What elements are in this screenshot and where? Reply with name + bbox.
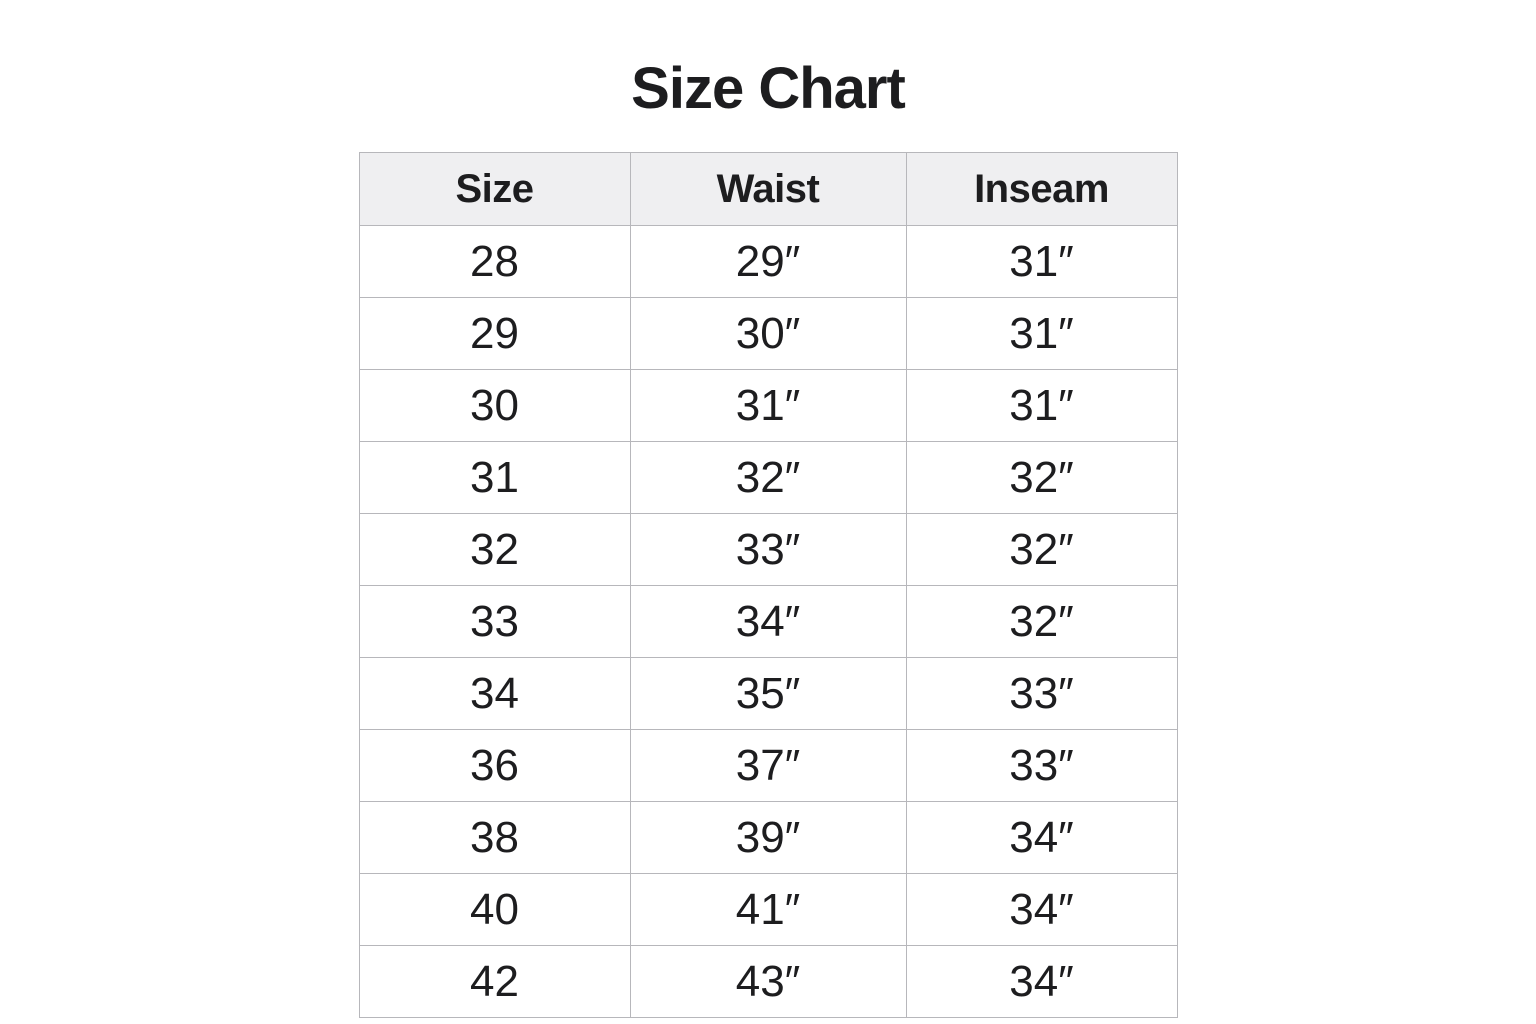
table-cell-inseam: 31″ bbox=[905, 369, 1178, 442]
table-cell-waist: 31″ bbox=[629, 369, 907, 442]
table-cell-waist: 29″ bbox=[629, 225, 907, 298]
table-row: 30 31″ 31″ bbox=[358, 369, 1178, 442]
size-table: Size Waist Inseam 28 29″ 31″ 29 30″ 31″ 30 31″ 3… bbox=[358, 152, 1178, 1018]
column-header-inseam: Inseam bbox=[905, 152, 1178, 226]
table-cell-size: 36 bbox=[358, 729, 631, 802]
table-row: 32 33″ 32″ bbox=[358, 513, 1178, 586]
table-row: 38 39″ 34″ bbox=[358, 801, 1178, 874]
table-cell-waist: 43″ bbox=[629, 945, 907, 1018]
table-row: 31 32″ 32″ bbox=[358, 441, 1178, 514]
table-cell-inseam: 34″ bbox=[905, 801, 1178, 874]
table-cell-size: 42 bbox=[358, 945, 631, 1018]
table-row: 36 37″ 33″ bbox=[358, 729, 1178, 802]
size-table-header: Size Waist Inseam bbox=[358, 152, 1178, 226]
table-row: 40 41″ 34″ bbox=[358, 873, 1178, 946]
table-cell-waist: 33″ bbox=[629, 513, 907, 586]
table-cell-inseam: 33″ bbox=[905, 729, 1178, 802]
table-row: 33 34″ 32″ bbox=[358, 585, 1178, 658]
table-cell-size: 28 bbox=[358, 225, 631, 298]
table-cell-size: 38 bbox=[358, 801, 631, 874]
table-cell-waist: 39″ bbox=[629, 801, 907, 874]
table-cell-inseam: 32″ bbox=[905, 585, 1178, 658]
table-cell-size: 34 bbox=[358, 657, 631, 730]
table-cell-inseam: 31″ bbox=[905, 297, 1178, 370]
table-cell-size: 40 bbox=[358, 873, 631, 946]
table-cell-size: 32 bbox=[358, 513, 631, 586]
table-row: 28 29″ 31″ bbox=[358, 225, 1178, 298]
table-cell-inseam: 31″ bbox=[905, 225, 1178, 298]
table-row: 42 43″ 34″ bbox=[358, 945, 1178, 1018]
table-cell-waist: 35″ bbox=[629, 657, 907, 730]
table-cell-size: 33 bbox=[358, 585, 631, 658]
table-cell-size: 29 bbox=[358, 297, 631, 370]
table-cell-inseam: 32″ bbox=[905, 513, 1178, 586]
table-cell-waist: 37″ bbox=[629, 729, 907, 802]
table-cell-waist: 32″ bbox=[629, 441, 907, 514]
size-table-body: 28 29″ 31″ 29 30″ 31″ 30 31″ 31″ 31 32″ 32″ 32 33″ 32″… bbox=[358, 225, 1178, 1018]
table-row: 29 30″ 31″ bbox=[358, 297, 1178, 370]
table-cell-inseam: 34″ bbox=[905, 945, 1178, 1018]
column-header-waist: Waist bbox=[629, 152, 907, 226]
column-header-size: Size bbox=[358, 152, 631, 226]
table-cell-size: 30 bbox=[358, 369, 631, 442]
table-cell-size: 31 bbox=[358, 441, 631, 514]
table-cell-waist: 34″ bbox=[629, 585, 907, 658]
table-cell-inseam: 33″ bbox=[905, 657, 1178, 730]
page-title: Size Chart bbox=[631, 56, 906, 121]
table-cell-waist: 30″ bbox=[629, 297, 907, 370]
table-cell-inseam: 32″ bbox=[905, 441, 1178, 514]
table-cell-inseam: 34″ bbox=[905, 873, 1178, 946]
header-row: Size Waist Inseam bbox=[358, 152, 1178, 226]
table-row: 34 35″ 33″ bbox=[358, 657, 1178, 730]
table-cell-waist: 41″ bbox=[629, 873, 907, 946]
